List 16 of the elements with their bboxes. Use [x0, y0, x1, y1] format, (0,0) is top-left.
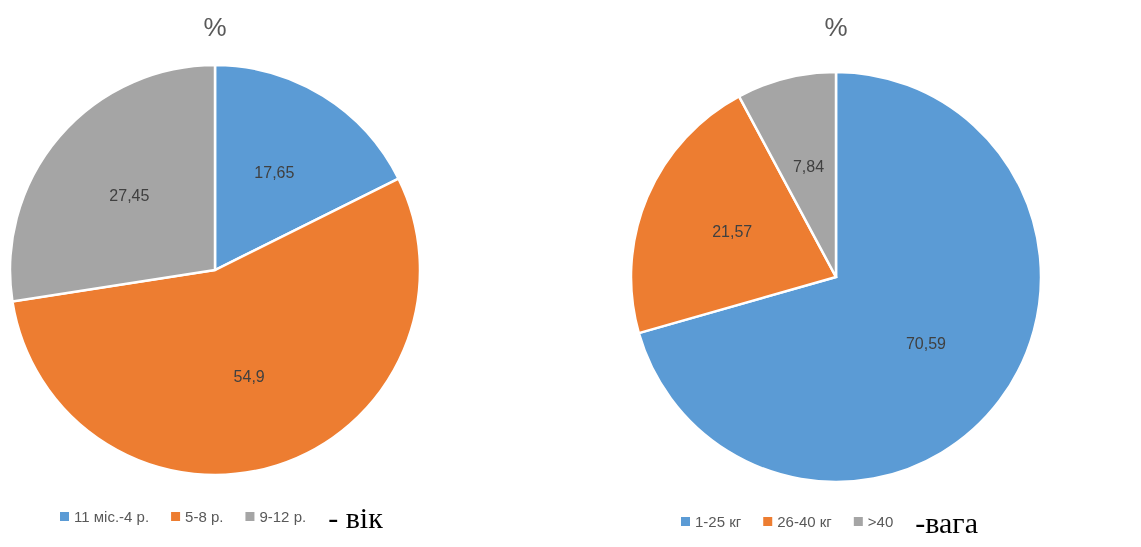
- text: - вік: [328, 501, 384, 534]
- text: -вага: [915, 506, 978, 539]
- legend-label: 26-40 кг: [777, 513, 833, 530]
- data-label: 27,45: [109, 186, 150, 204]
- chart-title: %: [203, 12, 227, 42]
- data-label: 70,59: [905, 335, 947, 353]
- legend-label: 5-8 р.: [185, 508, 224, 525]
- legend-label: 11 міс.-4 р.: [74, 508, 150, 525]
- legend-label: 1-25 кг: [695, 513, 742, 530]
- data-label: 17,65: [254, 164, 295, 182]
- data-label: 7,84: [792, 157, 825, 175]
- legend-label: 9-12 р.: [259, 508, 307, 525]
- data-label: 21,57: [712, 223, 753, 241]
- data-label: 54,9: [233, 367, 265, 385]
- chart-title: %: [824, 12, 848, 42]
- legend-label: >40: [867, 513, 894, 530]
